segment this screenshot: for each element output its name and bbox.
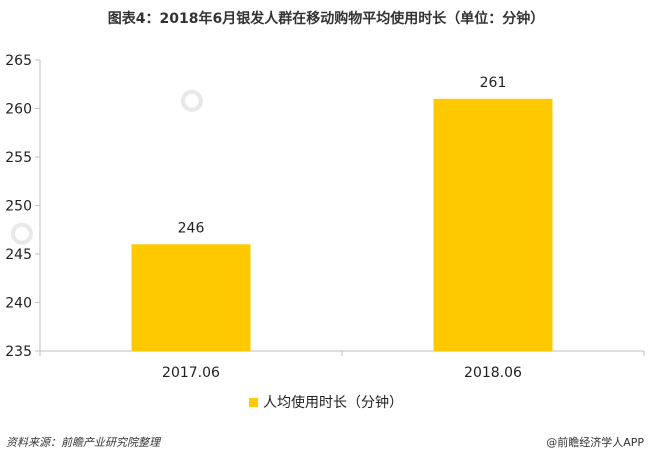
y-tick-label: 235 [5, 344, 32, 360]
y-tick-label: 260 [5, 102, 32, 118]
brand-credit: @前瞻经济学人APP [546, 436, 644, 449]
legend: 人均使用时长（分钟） [0, 392, 652, 412]
y-tick-label: 265 [5, 53, 32, 69]
x-tick-label: 2018.06 [464, 365, 522, 381]
y-tick-label: 250 [5, 199, 32, 215]
bar [131, 244, 251, 351]
data-label: 246 [178, 220, 205, 236]
legend-label: 人均使用时长（分钟） [263, 395, 403, 411]
bar [433, 98, 553, 351]
source-note: 资料来源：前瞻产业研究院整理 [6, 436, 160, 449]
y-tick-label: 245 [5, 247, 32, 263]
y-tick-label: 240 [5, 296, 32, 312]
legend-swatch [249, 397, 258, 407]
data-label: 261 [480, 75, 507, 91]
chart-title: 图表4：2018年6月银发人群在移动购物平均使用时长（单位：分钟） [107, 11, 545, 27]
x-tick-label: 2017.06 [162, 365, 220, 381]
y-tick-label: 255 [5, 150, 32, 166]
